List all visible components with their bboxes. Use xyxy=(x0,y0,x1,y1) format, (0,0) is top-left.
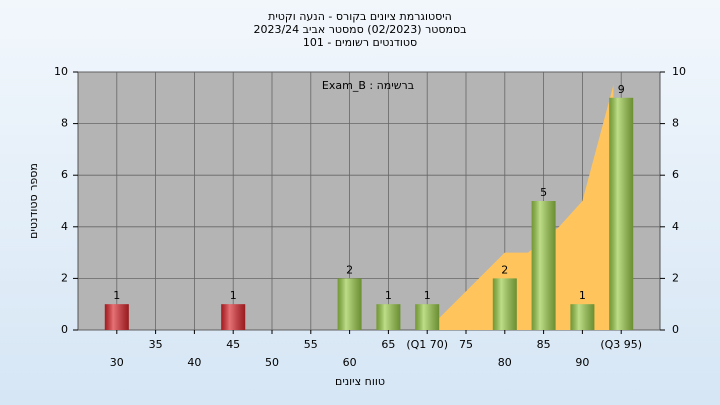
bar-shade xyxy=(221,304,246,330)
x-tick-label: 90 xyxy=(575,356,589,369)
value-label: 1 xyxy=(113,289,120,302)
value-label: 1 xyxy=(579,289,586,302)
chart-subtitle: בסמסטר (02/2023) סמסטר אביב 2023/24 xyxy=(253,23,466,36)
x-tick-label: (Q3 95) xyxy=(600,338,642,351)
annotation: Exam_B : ברשימה xyxy=(322,79,414,92)
bar-shade xyxy=(609,97,634,330)
y2-tick-label: 10 xyxy=(672,65,686,78)
x-tick-label: 65 xyxy=(381,338,395,351)
bar-shade xyxy=(104,304,129,330)
y2-tick-label: 4 xyxy=(672,220,679,233)
x-tick-label: 45 xyxy=(226,338,240,351)
bar-shade xyxy=(415,304,440,330)
x-tick-label: 85 xyxy=(537,338,551,351)
cumulative-area xyxy=(427,84,614,331)
y-tick-label: 0 xyxy=(61,323,68,336)
x-tick-label: 40 xyxy=(187,356,201,369)
value-label: 1 xyxy=(230,289,237,302)
y2-tick-label: 0 xyxy=(672,323,679,336)
x-tick-label: (Q1 70) xyxy=(406,338,448,351)
y-axis-label: מספר סטודנטים xyxy=(27,163,40,239)
chart-subtitle: סטודנטים רשומים - 101 xyxy=(303,36,417,49)
bar-shade xyxy=(337,278,362,330)
bar-shade xyxy=(531,201,556,330)
chart-title: היסטוגרמת ציונים בקורס - הנעה וקטית xyxy=(268,10,452,23)
x-axis-label: טווח ציונים xyxy=(335,375,385,388)
value-label: 2 xyxy=(501,263,508,276)
x-tick-label: 35 xyxy=(149,338,163,351)
y-tick-label: 10 xyxy=(54,65,68,78)
y-tick-label: 4 xyxy=(61,220,68,233)
y2-tick-label: 2 xyxy=(672,271,679,284)
x-tick-label: 55 xyxy=(304,338,318,351)
x-tick-label: 30 xyxy=(110,356,124,369)
x-tick-label: 75 xyxy=(459,338,473,351)
x-tick-label: 80 xyxy=(498,356,512,369)
value-label: 1 xyxy=(424,289,431,302)
bar-shade xyxy=(492,278,517,330)
value-label: 2 xyxy=(346,263,353,276)
x-tick-label: 60 xyxy=(343,356,357,369)
x-tick-label: 50 xyxy=(265,356,279,369)
value-label: 1 xyxy=(385,289,392,302)
y2-tick-label: 8 xyxy=(672,117,679,130)
bar-shade xyxy=(376,304,401,330)
y2-tick-label: 6 xyxy=(672,168,679,181)
y-tick-label: 8 xyxy=(61,117,68,130)
value-label: 5 xyxy=(540,186,547,199)
value-label: 9 xyxy=(618,83,625,96)
y-tick-label: 2 xyxy=(61,271,68,284)
y-tick-label: 6 xyxy=(61,168,68,181)
bar-shade xyxy=(570,304,595,330)
